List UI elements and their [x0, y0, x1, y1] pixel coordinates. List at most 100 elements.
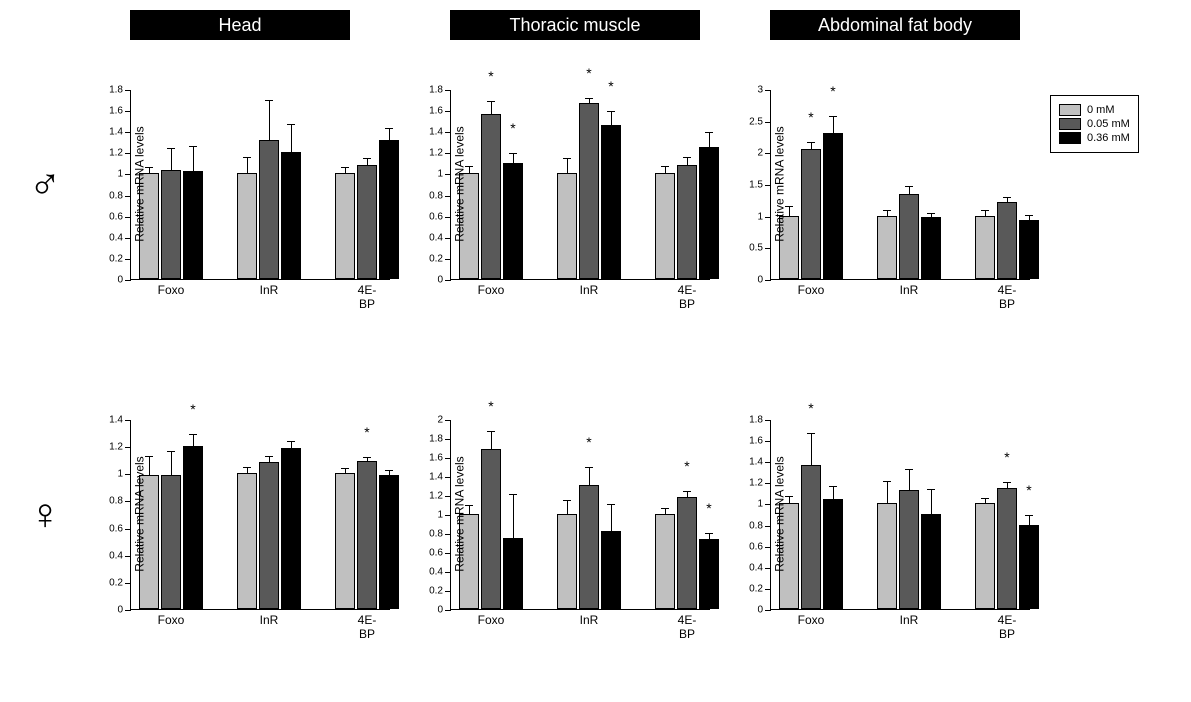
y-tick-label: 0.6 — [749, 541, 771, 552]
figure: HeadThoracic muscleAbdominal fat body♂♀0… — [0, 0, 1191, 702]
y-tick-label: 1.4 — [429, 472, 451, 483]
error-bar — [931, 490, 932, 514]
chart-panel: 00.511.522.53Foxo**InR4E-BP — [770, 90, 1030, 280]
error-bar — [811, 143, 812, 149]
bar — [655, 514, 675, 609]
y-tick-label: 0.8 — [429, 529, 451, 540]
y-tick-label: 1.6 — [749, 436, 771, 447]
significance-marker: * — [488, 68, 493, 84]
bar — [921, 514, 941, 609]
column-header: Thoracic muscle — [450, 10, 700, 40]
y-tick-label: 1.2 — [749, 478, 771, 489]
error-cap — [509, 153, 517, 154]
y-tick-label: 0.4 — [429, 567, 451, 578]
y-tick-label: 1.4 — [749, 457, 771, 468]
y-tick-label: 0.8 — [109, 496, 131, 507]
y-tick-label: 0.4 — [109, 232, 131, 243]
bar — [601, 125, 621, 279]
error-bar — [193, 147, 194, 171]
y-tick-label: 2 — [437, 415, 451, 426]
y-tick-label: 1 — [117, 469, 131, 480]
x-category-label: 4E-BP — [676, 609, 699, 641]
bar — [975, 503, 995, 609]
bar — [899, 490, 919, 609]
error-cap — [683, 491, 691, 492]
error-cap — [607, 504, 615, 505]
error-bar — [291, 125, 292, 152]
error-cap — [607, 111, 615, 112]
significance-marker: * — [488, 398, 493, 414]
error-bar — [1007, 483, 1008, 487]
bar — [503, 538, 523, 609]
error-cap — [487, 431, 495, 432]
bar — [699, 147, 719, 279]
bar — [601, 531, 621, 609]
error-cap — [265, 456, 273, 457]
error-bar — [589, 99, 590, 103]
significance-marker: * — [706, 500, 711, 516]
bar — [557, 514, 577, 609]
error-bar — [687, 492, 688, 497]
y-tick-label: 1.2 — [429, 491, 451, 502]
error-cap — [363, 158, 371, 159]
error-cap — [563, 500, 571, 501]
y-axis-label: Relative mRNA levels — [453, 126, 467, 241]
x-category-label: Foxo — [158, 609, 185, 627]
y-tick-label: 0.4 — [109, 550, 131, 561]
y-tick-label: 0.6 — [109, 211, 131, 222]
bar — [677, 165, 697, 279]
error-cap — [189, 146, 197, 147]
y-tick-label: 1 — [117, 169, 131, 180]
row-sex-symbol: ♂ — [20, 163, 70, 207]
bar — [237, 173, 257, 279]
error-bar — [513, 154, 514, 162]
error-cap — [243, 157, 251, 158]
error-bar — [1029, 516, 1030, 524]
error-bar — [665, 167, 666, 173]
error-bar — [909, 470, 910, 490]
error-cap — [167, 451, 175, 452]
bar — [335, 473, 355, 609]
significance-marker: * — [586, 65, 591, 81]
bar — [823, 499, 843, 609]
error-cap — [1025, 515, 1033, 516]
y-tick-label: 0 — [757, 605, 771, 616]
bar — [655, 173, 675, 279]
error-bar — [589, 468, 590, 484]
error-cap — [341, 167, 349, 168]
error-cap — [927, 489, 935, 490]
error-bar — [887, 211, 888, 216]
column-header: Head — [130, 10, 350, 40]
y-tick-label: 1.8 — [429, 85, 451, 96]
error-bar — [389, 471, 390, 475]
bar — [579, 103, 599, 279]
y-tick-label: 0.2 — [749, 583, 771, 594]
bar — [1019, 220, 1039, 279]
significance-marker: * — [586, 434, 591, 450]
y-tick-label: 3 — [757, 85, 771, 96]
significance-marker: * — [830, 83, 835, 99]
bar — [1019, 525, 1039, 609]
y-axis-label: Relative mRNA levels — [133, 126, 147, 241]
bar — [379, 140, 399, 279]
error-cap — [585, 467, 593, 468]
error-cap — [265, 100, 273, 101]
error-cap — [807, 433, 815, 434]
error-bar — [567, 501, 568, 514]
x-category-label: InR — [260, 609, 279, 627]
error-cap — [807, 142, 815, 143]
error-bar — [247, 468, 248, 473]
y-tick-label: 0.6 — [429, 211, 451, 222]
error-bar — [247, 158, 248, 174]
error-bar — [1029, 216, 1030, 220]
bar — [161, 170, 181, 279]
error-cap — [509, 494, 517, 495]
error-cap — [661, 166, 669, 167]
bar — [503, 163, 523, 279]
y-tick-label: 0.4 — [749, 562, 771, 573]
legend-swatch — [1059, 104, 1081, 116]
y-tick-label: 0.8 — [429, 190, 451, 201]
y-tick-label: 1.6 — [109, 106, 131, 117]
y-tick-label: 0.2 — [429, 253, 451, 264]
error-bar — [491, 432, 492, 449]
